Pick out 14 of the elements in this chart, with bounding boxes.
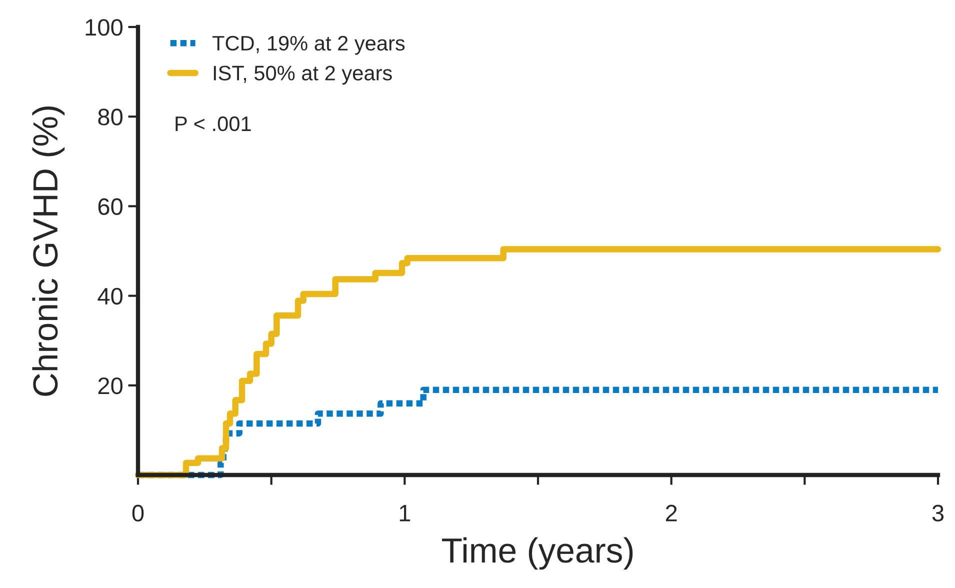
- y-tick-label: 100: [86, 19, 122, 36]
- y-tick-label: 80: [98, 108, 122, 126]
- y-axis-title: Chronic GVHD (%): [32, 106, 65, 396]
- x-axis-title: Time (years): [442, 537, 633, 570]
- x-tick-label: 1: [400, 505, 410, 522]
- x-tick-label: 3: [932, 504, 944, 522]
- y-tick-label: 20: [98, 377, 122, 394]
- y-tick-label: 60: [98, 198, 122, 215]
- legend-label: TCD, 19% at 2 years: [212, 36, 405, 55]
- y-tick-label: 40: [98, 288, 122, 305]
- legend-label: IST, 50% at 2 years: [214, 66, 392, 85]
- x-tick-label: 0: [132, 504, 144, 522]
- annotation: P < .001: [176, 116, 251, 132]
- x-tick-label: 2: [666, 504, 677, 522]
